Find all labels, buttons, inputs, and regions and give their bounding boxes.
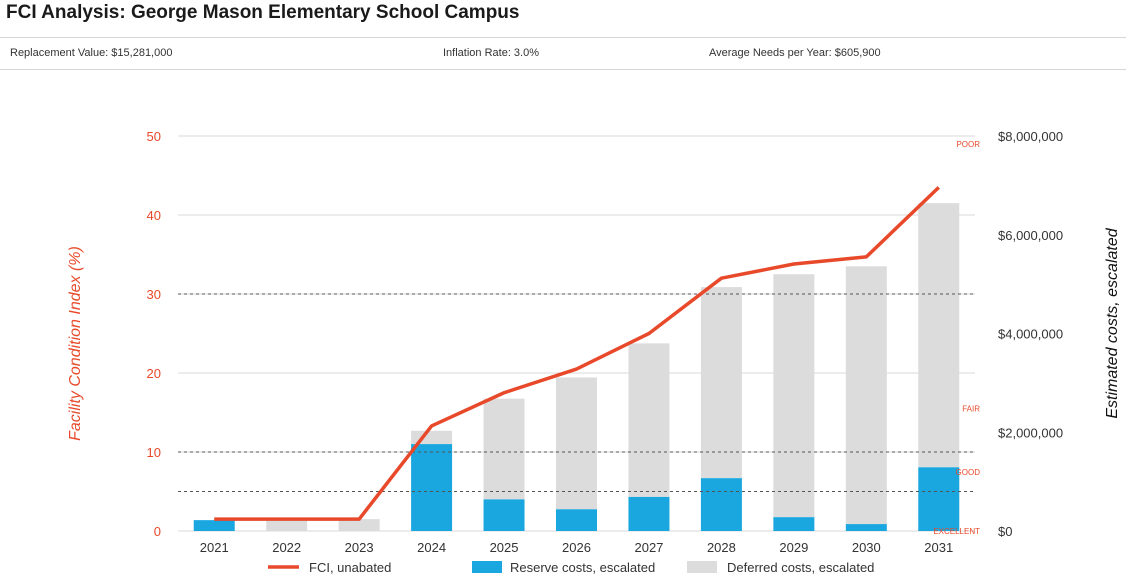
legend-reserve-swatch [472, 561, 502, 573]
zone-label: FAIR [962, 405, 980, 414]
x-tick-label: 2027 [634, 540, 663, 555]
deferred-bar [266, 520, 308, 531]
y-tick-label-left: 40 [147, 208, 161, 223]
deferred-bar [773, 274, 815, 518]
x-tick-label: 2022 [272, 540, 301, 555]
average-needs: Average Needs per Year: $605,900 [709, 47, 881, 59]
x-tick-label: 2025 [490, 540, 519, 555]
legend-label: Reserve costs, escalated [510, 560, 655, 575]
deferred-bar [483, 398, 525, 500]
reserve-bar [556, 509, 597, 531]
x-tick-label: 2024 [417, 540, 446, 555]
y-tick-label-right: $0 [998, 524, 1012, 539]
x-tick-label: 2021 [200, 540, 229, 555]
x-tick-label: 2023 [345, 540, 374, 555]
zone-label: EXCELLENT [933, 527, 980, 536]
y-tick-label-right: $8,000,000 [998, 129, 1063, 144]
reserve-bar [845, 524, 887, 531]
x-tick-label: 2031 [924, 540, 953, 555]
deferred-bar [556, 377, 597, 510]
x-tick-label: 2030 [852, 540, 881, 555]
deferred-bar [918, 203, 960, 468]
reserve-bar [700, 478, 742, 531]
reserve-bar [918, 467, 960, 531]
reserve-bar [773, 517, 815, 531]
legend-deferred-swatch [687, 561, 717, 573]
replacement-value: Replacement Value: $15,281,000 [10, 47, 173, 59]
deferred-bar [845, 266, 887, 525]
reserve-bar [411, 444, 453, 531]
y-tick-label-right: $2,000,000 [998, 425, 1063, 440]
y-axis-title-left: Facility Condition Index (%) [67, 246, 84, 441]
inflation-rate: Inflation Rate: 3.0% [443, 47, 540, 59]
y-tick-label-right: $6,000,000 [998, 228, 1063, 243]
legend-label: Deferred costs, escalated [727, 560, 874, 575]
y-tick-label-left: 20 [147, 366, 161, 381]
zone-label: POOR [956, 140, 980, 149]
info-bar: Replacement Value: $15,281,000 Inflation… [0, 37, 1126, 70]
reserve-bar [483, 499, 525, 531]
zone-label: GOOD [956, 468, 981, 477]
reserve-bar [193, 520, 235, 531]
y-tick-label-left: 50 [147, 129, 161, 144]
y-tick-label-right: $4,000,000 [998, 327, 1063, 342]
y-tick-label-left: 0 [154, 524, 161, 539]
reserve-bar [628, 496, 670, 531]
y-axis-title-right: Estimated costs, escalated [1104, 227, 1121, 418]
page-title: FCI Analysis: George Mason Elementary Sc… [6, 2, 520, 23]
y-tick-label-left: 30 [147, 287, 161, 302]
deferred-bar [338, 519, 380, 531]
legend-label: FCI, unabated [309, 560, 391, 575]
x-tick-label: 2029 [779, 540, 808, 555]
deferred-bar [628, 343, 670, 497]
y-tick-label-left: 10 [147, 445, 161, 460]
x-tick-label: 2028 [707, 540, 736, 555]
x-tick-label: 2026 [562, 540, 591, 555]
deferred-bar [700, 287, 742, 479]
